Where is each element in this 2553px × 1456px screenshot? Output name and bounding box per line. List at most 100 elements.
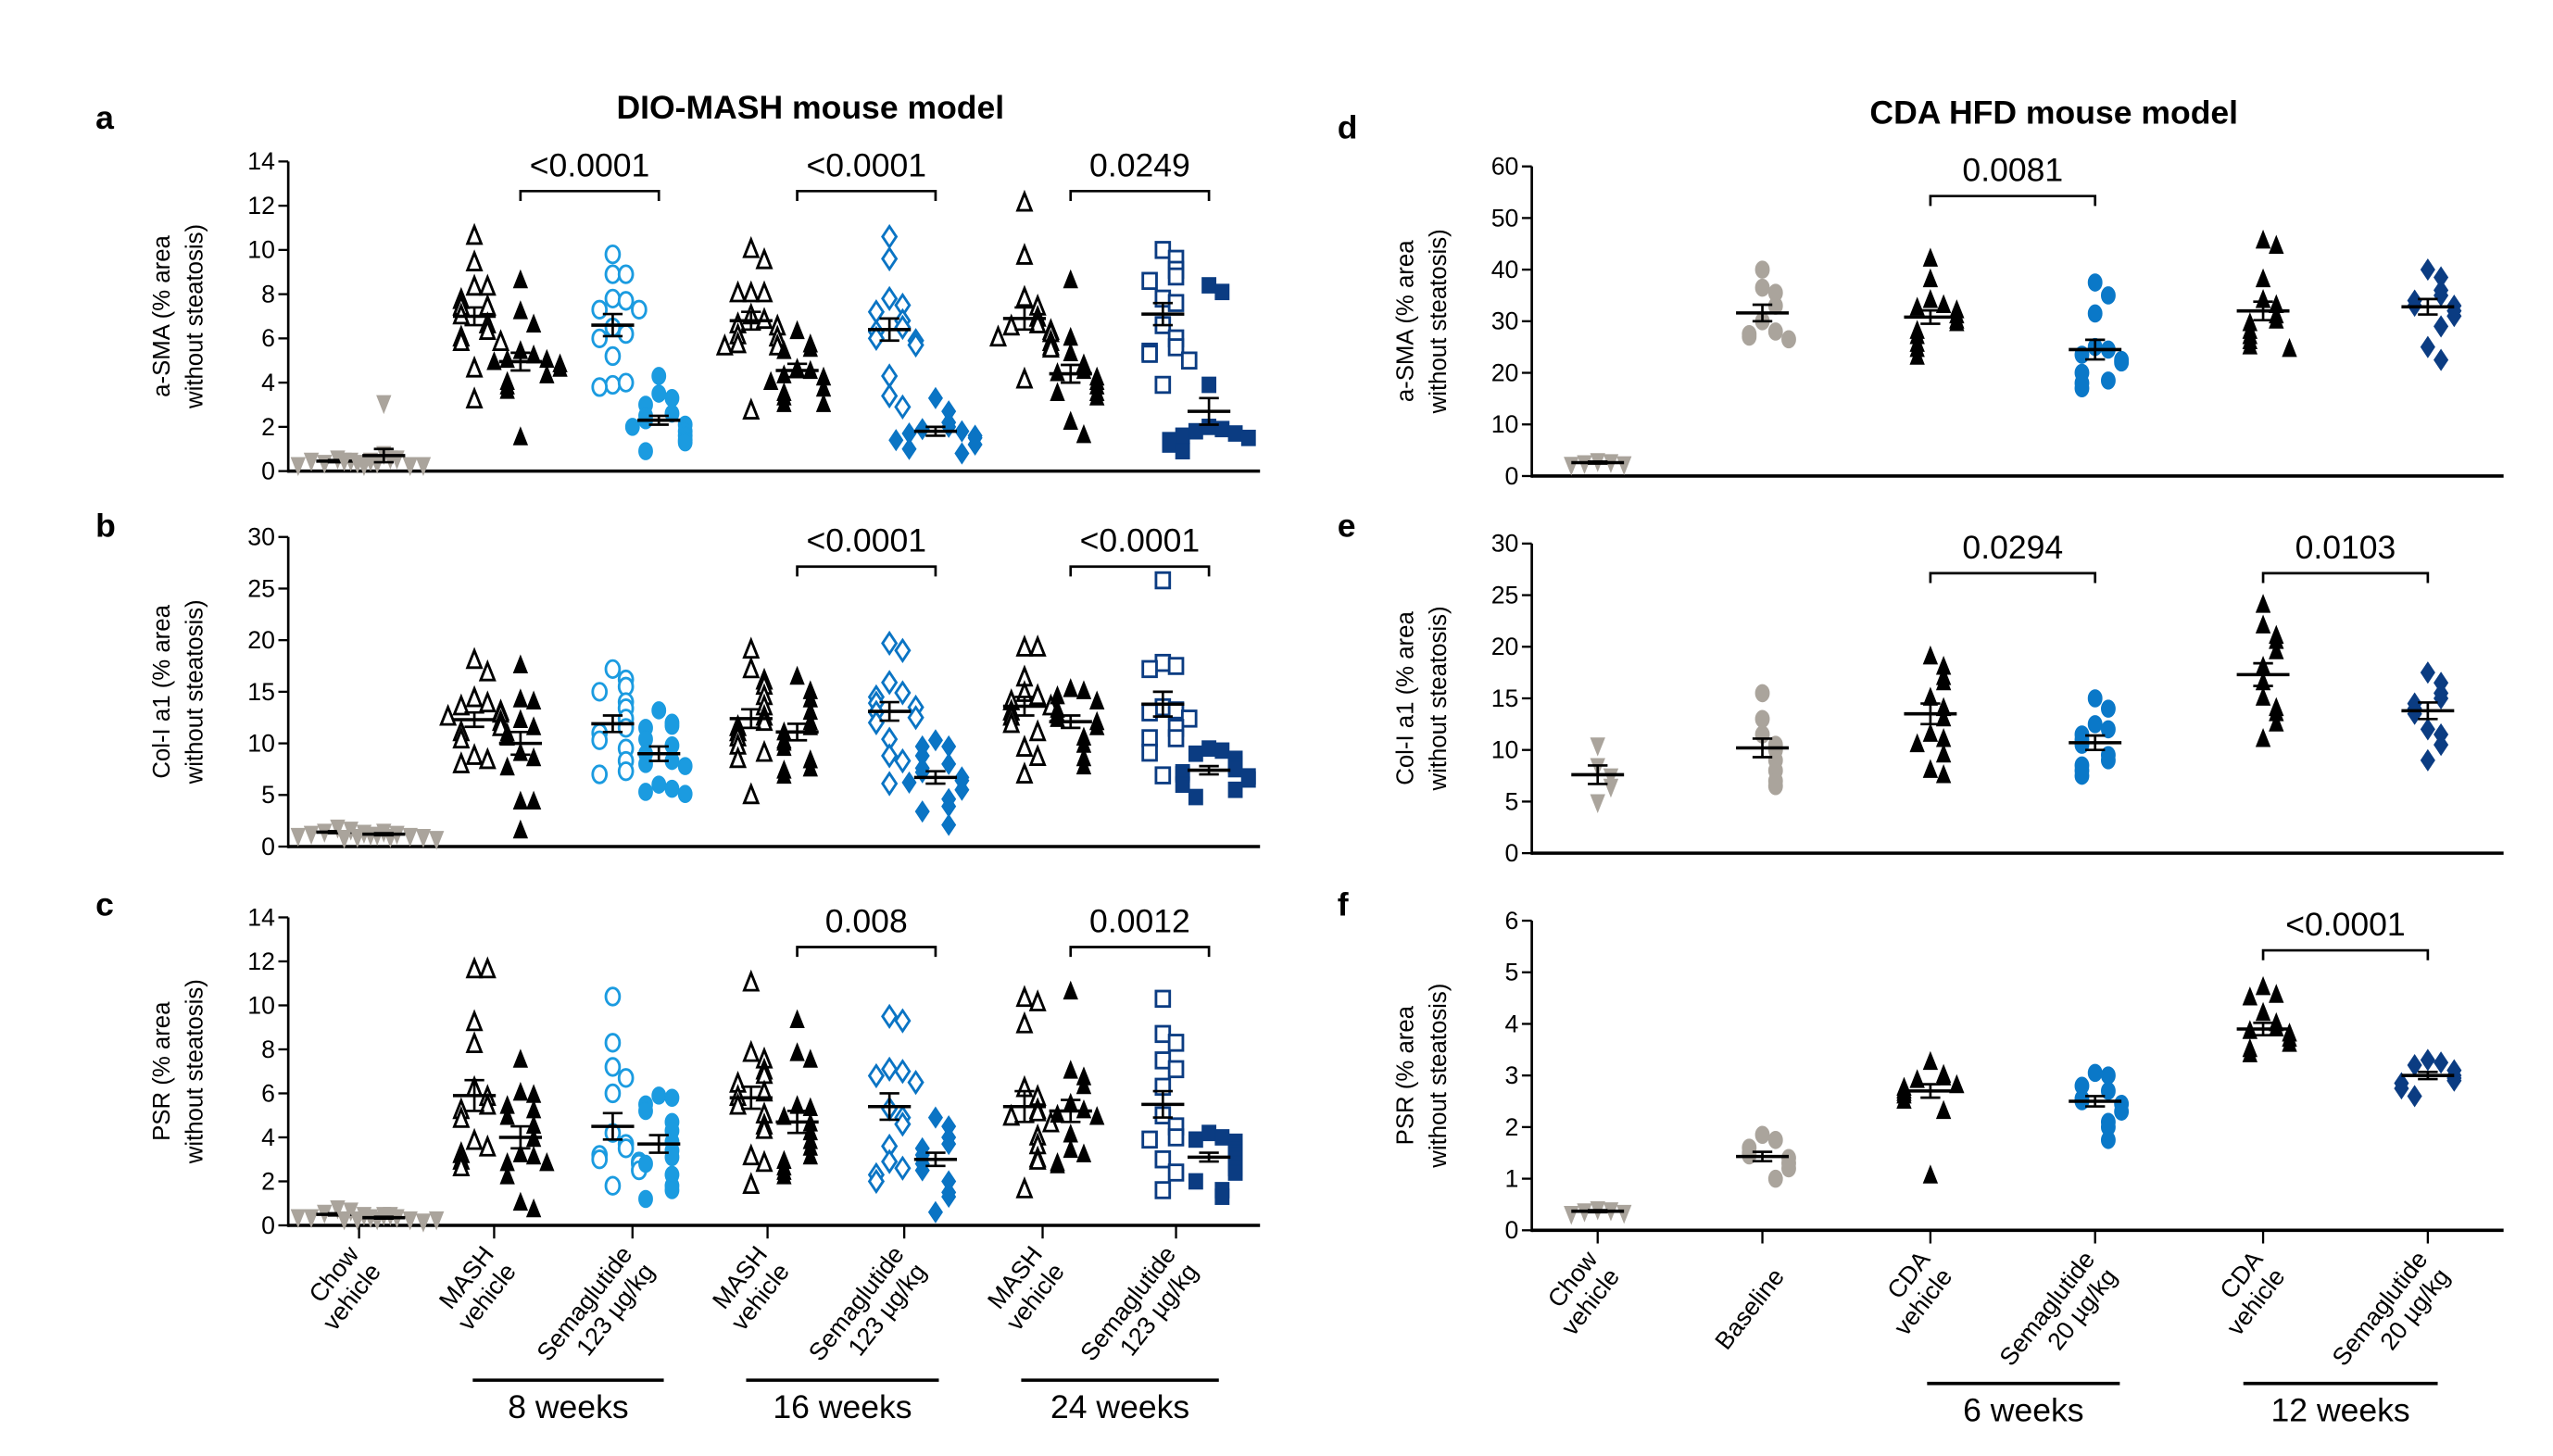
y-tick-label: 15 — [1491, 684, 1519, 712]
data-point — [1028, 311, 1047, 333]
data-point — [2434, 1051, 2449, 1074]
data-point — [452, 1154, 471, 1177]
data-point — [907, 1069, 924, 1096]
data-point — [1949, 1073, 1965, 1094]
data-point — [539, 1151, 555, 1172]
data-point — [1141, 743, 1158, 762]
data-point — [617, 1138, 635, 1159]
data-point — [525, 313, 542, 333]
data-point — [499, 1165, 515, 1185]
data-point — [2407, 1085, 2422, 1108]
data-column — [1049, 980, 1105, 1174]
data-point — [1214, 1129, 1230, 1146]
data-point — [429, 1211, 445, 1231]
data-point — [1028, 744, 1047, 767]
data-point — [651, 384, 667, 403]
p-value-label: 0.008 — [825, 902, 908, 939]
data-column — [2236, 975, 2297, 1062]
data-point — [1781, 1159, 1796, 1178]
data-point — [478, 956, 497, 979]
y-axis-label-line: Col-I a1 (% area — [149, 604, 175, 778]
data-point — [755, 246, 773, 270]
data-point — [776, 340, 792, 359]
data-point — [941, 813, 957, 836]
data-column — [637, 1086, 681, 1209]
data-point — [1063, 269, 1078, 289]
data-point — [2420, 335, 2435, 358]
data-point — [1154, 241, 1172, 259]
data-point — [651, 367, 667, 385]
data-point — [664, 1088, 680, 1108]
data-point — [1188, 422, 1203, 440]
y-tick-label: 4 — [261, 369, 275, 396]
period-label: 16 weeks — [773, 1388, 912, 1425]
data-point — [2269, 984, 2284, 1003]
data-point — [2282, 1033, 2297, 1052]
data-column — [775, 665, 819, 784]
data-point — [349, 828, 366, 848]
data-point — [349, 1211, 366, 1231]
data-point — [1767, 776, 1783, 796]
data-point — [452, 302, 471, 325]
data-point — [499, 1106, 515, 1125]
data-column — [1904, 247, 1965, 365]
data-point — [2269, 1017, 2284, 1036]
data-point — [478, 318, 497, 341]
data-point — [1089, 1106, 1105, 1125]
data-column — [336, 395, 432, 476]
data-column — [439, 646, 510, 773]
data-point — [336, 1211, 352, 1231]
data-point — [2394, 1077, 2409, 1100]
data-point — [2100, 1066, 2116, 1085]
data-point — [1075, 1074, 1092, 1095]
y-tick-label: 20 — [1491, 633, 1519, 660]
data-point — [604, 264, 622, 284]
y-tick-label: 14 — [247, 903, 275, 931]
data-point — [1075, 1098, 1092, 1119]
data-point — [1201, 376, 1217, 394]
data-point — [617, 264, 635, 284]
data-column — [591, 659, 635, 784]
data-point — [1154, 989, 1172, 1009]
data-point — [967, 433, 983, 457]
data-point — [512, 654, 529, 673]
data-point — [452, 329, 471, 351]
data-point — [881, 223, 899, 250]
data-point — [1188, 788, 1203, 806]
data-point — [1141, 1130, 1158, 1149]
data-point — [290, 1209, 307, 1229]
data-point — [1922, 268, 1939, 288]
data-point — [2255, 1001, 2271, 1022]
right-category-label: Semaglutide20 µg/kg — [1993, 1246, 2122, 1388]
data-point — [867, 1168, 886, 1195]
data-column — [1049, 269, 1105, 444]
data-point — [1922, 759, 1939, 778]
data-point — [1028, 634, 1047, 657]
y-tick-label: 0 — [261, 1211, 275, 1239]
data-column — [2236, 594, 2290, 747]
data-point — [1922, 722, 1939, 742]
data-point — [499, 756, 515, 776]
data-point — [881, 743, 899, 769]
data-point — [881, 245, 899, 272]
data-point — [1227, 1164, 1243, 1181]
left-category-label: MASHvehicle — [703, 1241, 795, 1336]
data-point — [802, 1048, 818, 1068]
data-point — [1214, 742, 1230, 759]
data-point — [1028, 1098, 1047, 1122]
data-point — [894, 747, 912, 774]
data-point — [776, 736, 792, 757]
data-point — [402, 1211, 418, 1231]
data-point — [512, 790, 529, 810]
data-point — [1935, 764, 1952, 784]
data-point — [465, 249, 484, 271]
data-point — [512, 426, 529, 446]
data-point — [2100, 1131, 2116, 1149]
data-point — [1089, 386, 1105, 406]
data-point — [465, 386, 484, 409]
data-point — [1167, 729, 1185, 747]
y-axis-label-line: PSR (% area — [149, 1001, 175, 1141]
data-point — [2434, 315, 2449, 338]
data-column — [867, 630, 924, 797]
y-axis-label-line: without steatosis) — [1426, 984, 1452, 1169]
